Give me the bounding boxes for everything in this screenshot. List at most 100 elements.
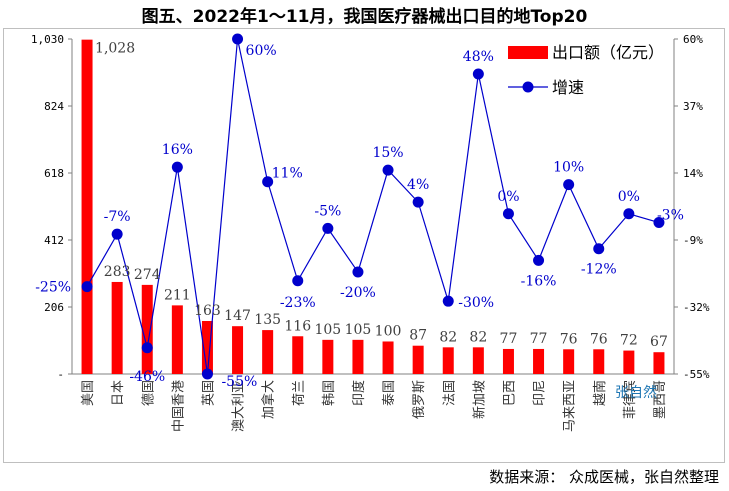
y-right-tick-label: 60%	[683, 33, 703, 46]
bar-value-label: 1,028	[95, 41, 135, 57]
growth-point-澳大利亚	[232, 33, 244, 45]
growth-value-label: -23%	[280, 295, 316, 311]
growth-point-越南	[593, 243, 605, 255]
growth-point-美国	[81, 281, 93, 293]
growth-value-label: 15%	[372, 145, 403, 161]
bar-韩国	[322, 339, 334, 374]
bar-中国香港	[171, 305, 183, 374]
x-tick-label: 泰国	[382, 380, 397, 406]
growth-value-label: 16%	[162, 142, 193, 158]
growth-point-菲律宾	[623, 208, 635, 220]
bar-法国	[442, 347, 454, 374]
x-tick-label: 中国香港	[171, 380, 186, 432]
bar-value-label: 105	[345, 322, 372, 338]
y-right-tick-label: 14%	[683, 167, 703, 180]
growth-value-label: -7%	[104, 209, 131, 225]
growth-point-英国	[201, 368, 213, 380]
growth-point-马来西亚	[563, 179, 575, 191]
growth-point-加拿大	[262, 176, 274, 188]
growth-value-label: 0%	[618, 189, 640, 205]
y-left-tick-label: 206	[44, 301, 64, 314]
legend-swatch-marker	[522, 81, 534, 93]
y-left-tick-label: 618	[44, 167, 64, 180]
bar-英国	[201, 320, 213, 374]
x-tick-label: 美国	[81, 380, 96, 406]
bar-荷兰	[292, 336, 304, 374]
x-tick-label: 新加坡	[471, 380, 487, 419]
bar-value-label: 135	[254, 312, 281, 328]
x-tick-label: 俄罗斯	[412, 380, 427, 419]
growth-point-巴西	[502, 208, 514, 220]
bar-巴西	[502, 348, 514, 374]
bar-墨西哥	[653, 352, 665, 374]
bar-value-label: 76	[560, 331, 578, 347]
legend-label-bar: 出口额（亿元）	[552, 43, 664, 62]
y-left-tick-label: 412	[44, 234, 64, 247]
bar-value-label: 77	[500, 331, 518, 347]
bar-菲律宾	[623, 350, 635, 374]
bar-俄罗斯	[412, 345, 424, 374]
growth-line	[86, 38, 660, 375]
x-tick-label: 印度	[351, 380, 367, 406]
growth-value-label: -46%	[129, 369, 165, 385]
bar-澳大利亚	[232, 326, 244, 374]
y-left-tick-label: 824	[44, 100, 64, 113]
bar-value-label: 163	[194, 303, 221, 319]
x-tick-label: 菲律宾	[622, 380, 638, 419]
growth-point-荷兰	[292, 275, 304, 287]
growth-value-label: -12%	[581, 262, 617, 278]
bar-value-label: 77	[530, 331, 548, 347]
x-tick-label: 德国	[141, 380, 156, 406]
x-tick-label: 巴西	[502, 380, 517, 406]
growth-value-label: 60%	[246, 43, 277, 59]
bar-value-label: 82	[439, 329, 457, 345]
line-layer	[81, 33, 665, 380]
bar-value-label: 87	[409, 328, 427, 344]
bar-新加坡	[472, 347, 484, 374]
y-right-tick-label: -9%	[683, 234, 703, 247]
growth-value-label: -3%	[657, 208, 684, 224]
bar-value-label: 105	[314, 322, 341, 338]
growth-point-墨西哥	[653, 217, 665, 229]
y-right-tick-label: 37%	[683, 100, 703, 113]
bar-value-label: 116	[284, 318, 311, 334]
legend: 出口额（亿元） 增速	[508, 43, 664, 97]
growth-point-印尼	[533, 254, 545, 266]
growth-point-德国	[141, 342, 153, 354]
growth-value-label: 48%	[463, 49, 494, 65]
bar-value-label: 100	[375, 323, 402, 339]
growth-value-label: -30%	[458, 295, 494, 311]
growth-value-label: -55%	[221, 374, 257, 390]
bar-马来西亚	[563, 349, 575, 374]
chart-title: 图五、2022年1～11月，我国医疗器械出口目的地Top20	[141, 7, 588, 27]
legend-label-line: 增速	[552, 78, 584, 97]
growth-value-label: 4%	[407, 177, 429, 193]
growth-point-泰国	[382, 164, 394, 176]
y-right-tick-label: -55%	[683, 368, 710, 381]
bar-value-label: 211	[164, 287, 191, 303]
growth-value-label: -16%	[521, 273, 557, 289]
growth-value-label: 11%	[272, 166, 303, 182]
growth-point-韩国	[322, 222, 334, 234]
labels-layer: 美国 日本 德国 中国香港 英国 澳大利亚 加拿大 荷兰 韩国 印度 泰国 俄罗斯 法国 新加坡 巴西 印尼马…	[35, 41, 684, 432]
y-left-tick-label: 1,030	[31, 33, 64, 46]
growth-point-新加坡	[472, 68, 484, 80]
x-tick-label: 法国	[442, 380, 457, 406]
growth-value-label: 0%	[497, 189, 519, 205]
growth-point-中国香港	[171, 161, 183, 173]
bar-value-label: 72	[620, 333, 638, 349]
growth-point-印度	[352, 266, 364, 278]
growth-point-俄罗斯	[412, 196, 424, 208]
bar-value-label: 82	[469, 329, 487, 345]
bar-加拿大	[262, 330, 274, 374]
x-tick-label: 韩国	[322, 380, 337, 406]
x-tick-label: 加拿大	[261, 380, 277, 419]
growth-value-label: -25%	[35, 280, 71, 296]
x-tick-label: 日本	[111, 380, 126, 406]
x-tick-label: 英国	[201, 380, 216, 406]
bar-value-label: 76	[590, 331, 608, 347]
bar-德国	[141, 284, 153, 374]
y-left-tick-label: -	[57, 368, 64, 381]
bar-value-label: 274	[134, 267, 161, 283]
